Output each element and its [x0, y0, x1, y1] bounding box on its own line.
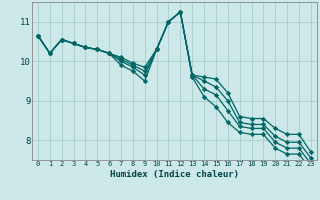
X-axis label: Humidex (Indice chaleur): Humidex (Indice chaleur) — [110, 170, 239, 179]
